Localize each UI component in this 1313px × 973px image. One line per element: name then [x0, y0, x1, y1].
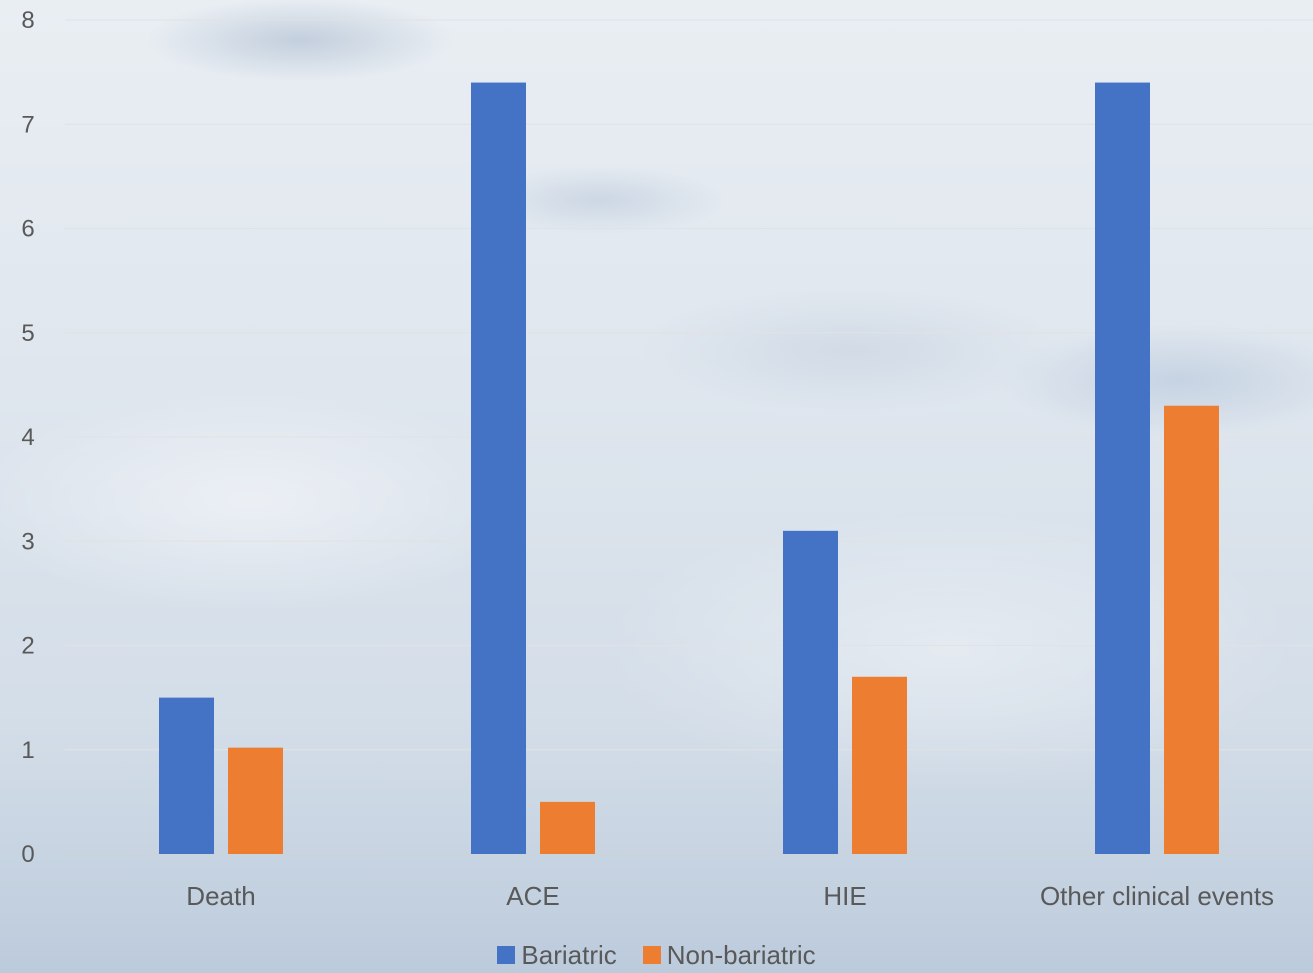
bar [1164, 405, 1219, 854]
bar [1095, 82, 1150, 855]
x-axis-ticks: Death ACE HIE Other clinical events [186, 881, 1274, 911]
x-tick-label: Other clinical events [1040, 881, 1274, 911]
bar [159, 697, 214, 854]
y-tick-label: 4 [21, 424, 34, 451]
bar [471, 82, 526, 855]
y-tick-label: 8 [21, 7, 34, 34]
legend-label-bariatric: Bariatric [521, 939, 617, 970]
bar [540, 801, 595, 854]
bar [228, 747, 283, 854]
y-tick-label: 6 [21, 216, 34, 243]
bars [159, 82, 1219, 855]
bar [852, 676, 907, 854]
y-tick-label: 7 [21, 111, 34, 138]
bar-chart: 0 1 2 3 4 5 6 7 8 Death ACE HIE Other clinical even… [21, 7, 1313, 911]
legend-label-non-bariatric: Non-bariatric [666, 939, 816, 970]
x-tick-label: ACE [506, 881, 559, 911]
y-tick-label: 5 [21, 320, 34, 347]
legend-swatch-bariatric [497, 946, 516, 964]
legend-item-bariatric: Bariatric [497, 939, 617, 971]
y-tick-label: 2 [21, 633, 34, 660]
y-axis-ticks: 0 1 2 3 4 5 6 7 8 [21, 7, 34, 868]
x-tick-label: Death [186, 881, 255, 911]
legend-item-non-bariatric: Non-bariatric [642, 939, 816, 971]
bar [783, 530, 838, 854]
y-tick-label: 3 [21, 528, 34, 555]
legend: Bariatric Non-bariatric [0, 939, 1313, 971]
legend-swatch-non-bariatric [642, 946, 661, 964]
y-tick-label: 1 [21, 737, 34, 764]
y-tick-label: 0 [21, 841, 34, 868]
x-tick-label: HIE [823, 881, 866, 911]
